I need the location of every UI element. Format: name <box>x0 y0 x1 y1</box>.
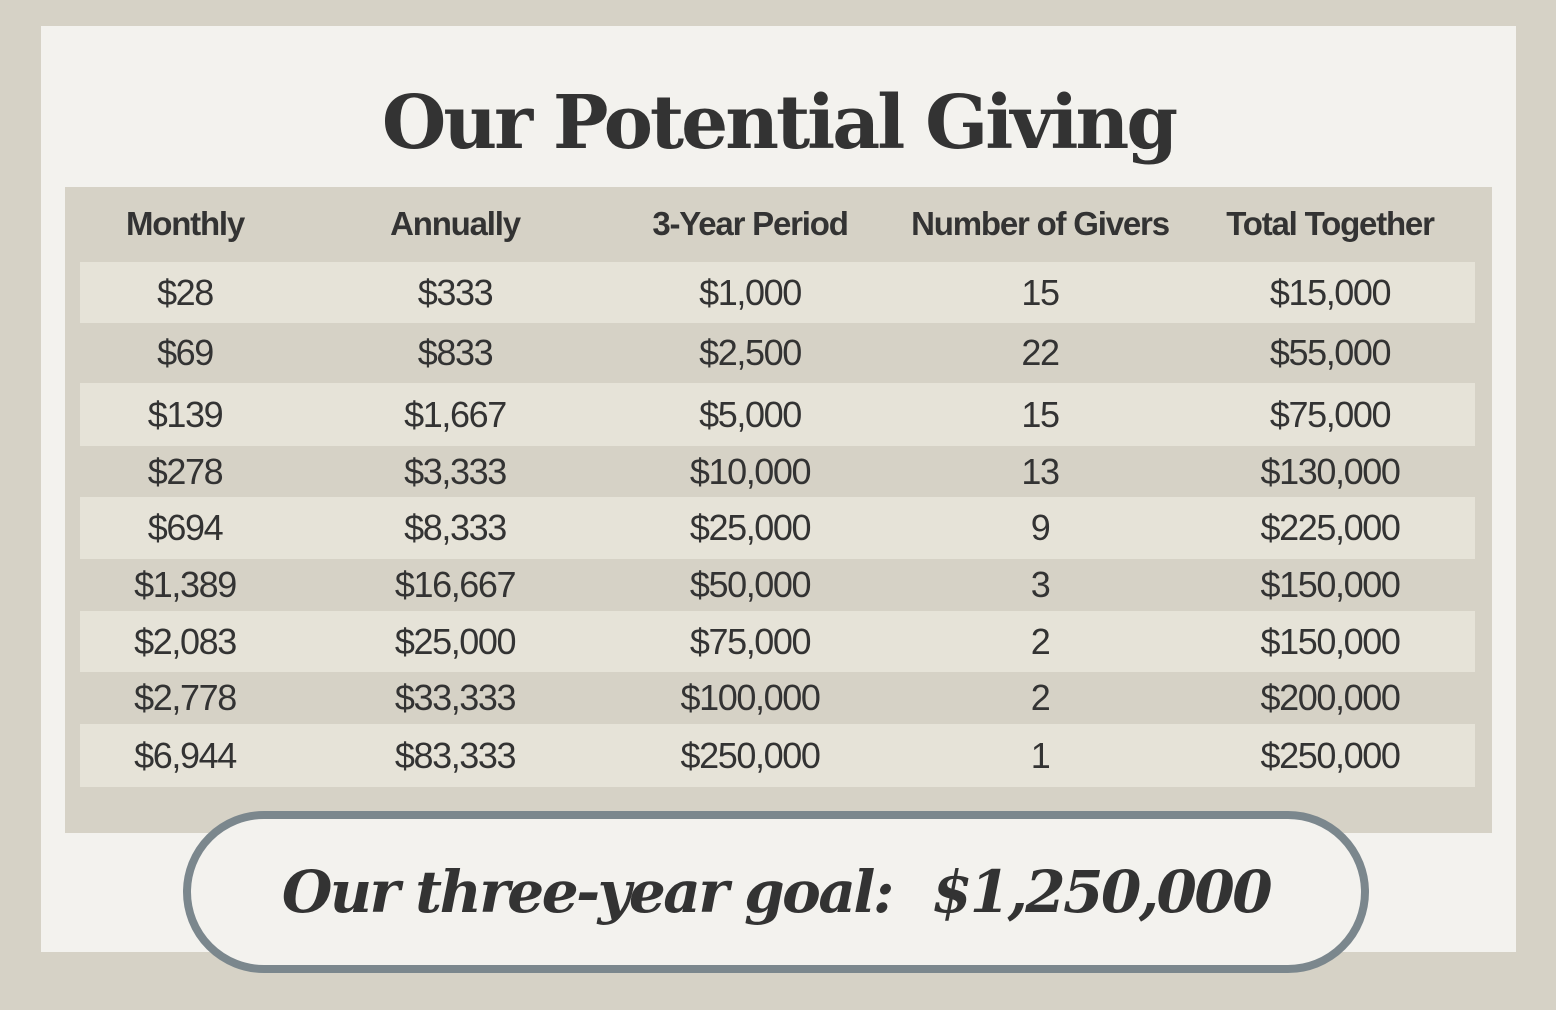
table-row: $28 $333 $1,000 15 $15,000 <box>80 262 1475 323</box>
cell-annually: $33,333 <box>394 677 517 718</box>
cell-three-year-period: $100,000 <box>680 677 821 718</box>
goal-banner: Our three-year goal: $1,250,000 <box>183 811 1369 973</box>
cell-number-of-givers: 15 <box>1021 393 1060 435</box>
table-row: $2,778 $33,333 $100,000 2 $200,000 <box>80 672 1475 724</box>
cell-annually: $833 <box>417 332 494 373</box>
cell-number-of-givers: 22 <box>1021 332 1060 373</box>
cell-number-of-givers: 13 <box>1021 450 1060 492</box>
cell-annually: $83,333 <box>394 734 517 776</box>
cell-total-together: $250,000 <box>1260 734 1401 776</box>
cell-annually: $8,333 <box>404 507 507 548</box>
cell-monthly: $2,083 <box>134 620 237 662</box>
cell-three-year-period: $25,000 <box>689 507 812 548</box>
cell-three-year-period: $1,000 <box>699 271 802 313</box>
cell-three-year-period: $2,500 <box>699 332 802 373</box>
cell-three-year-period: $10,000 <box>689 450 812 492</box>
cell-total-together: $15,000 <box>1269 271 1392 313</box>
cell-annually: $16,667 <box>394 564 517 605</box>
cell-number-of-givers: 15 <box>1021 271 1060 313</box>
cell-total-together: $150,000 <box>1260 620 1401 662</box>
goal-amount: $1,250,000 <box>931 858 1273 926</box>
goal-label: Our three-year goal: <box>281 858 895 926</box>
table-row: $1,389 $16,667 $50,000 3 $150,000 <box>80 559 1475 611</box>
cell-monthly: $694 <box>147 507 224 548</box>
cell-annually: $25,000 <box>394 620 517 662</box>
cell-number-of-givers: 9 <box>1030 507 1051 548</box>
cell-number-of-givers: 3 <box>1030 564 1051 605</box>
table-row: $278 $3,333 $10,000 13 $130,000 <box>80 446 1475 497</box>
cell-monthly: $6,944 <box>134 734 237 776</box>
header-three-year-period: 3-Year Period <box>652 205 849 242</box>
header-monthly: Monthly <box>125 205 245 242</box>
cell-annually: $1,667 <box>404 393 507 435</box>
cell-three-year-period: $75,000 <box>689 620 812 662</box>
cell-total-together: $75,000 <box>1269 393 1392 435</box>
cell-total-together: $130,000 <box>1260 450 1401 492</box>
cell-total-together: $150,000 <box>1260 564 1401 605</box>
table-header-row: Monthly Annually 3-Year Period Number of… <box>80 187 1475 261</box>
table-row: $694 $8,333 $25,000 9 $225,000 <box>80 497 1475 559</box>
giving-table: Monthly Annually 3-Year Period Number of… <box>65 187 1492 833</box>
cell-three-year-period: $50,000 <box>689 564 812 605</box>
header-number-of-givers: Number of Givers <box>911 205 1170 242</box>
cell-three-year-period: $5,000 <box>699 393 802 435</box>
cell-monthly: $1,389 <box>134 564 237 605</box>
cell-number-of-givers: 2 <box>1030 677 1051 718</box>
cell-number-of-givers: 2 <box>1030 620 1051 662</box>
table-row: $6,944 $83,333 $250,000 1 $250,000 <box>80 724 1475 787</box>
cell-total-together: $55,000 <box>1269 332 1392 373</box>
header-total-together: Total Together <box>1226 205 1435 242</box>
cell-total-together: $200,000 <box>1260 677 1401 718</box>
cell-number-of-givers: 1 <box>1030 734 1051 776</box>
cell-monthly: $2,778 <box>134 677 237 718</box>
cell-monthly: $69 <box>157 332 214 373</box>
cell-monthly: $278 <box>147 450 224 492</box>
header-annually: Annually <box>390 205 521 242</box>
cell-monthly: $139 <box>147 393 224 435</box>
cell-annually: $333 <box>417 271 494 313</box>
cell-total-together: $225,000 <box>1260 507 1401 548</box>
table-row: $139 $1,667 $5,000 15 $75,000 <box>80 383 1475 446</box>
cell-monthly: $28 <box>157 271 214 313</box>
cell-three-year-period: $250,000 <box>680 734 821 776</box>
cell-annually: $3,333 <box>404 450 507 492</box>
table-row: $69 $833 $2,500 22 $55,000 <box>80 323 1475 383</box>
table-row: $2,083 $25,000 $75,000 2 $150,000 <box>80 611 1475 672</box>
page-title: Our Potential Giving <box>381 80 1178 166</box>
